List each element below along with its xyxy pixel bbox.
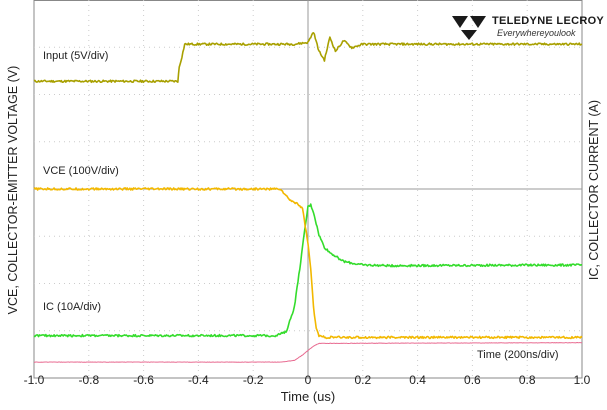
y-axis-right-label: IC, COLLECTOR CURRENT (A) — [587, 100, 601, 280]
trace-label-time: Time (200ns/div) — [477, 349, 559, 361]
x-tick-label: -0.8 — [78, 373, 99, 387]
x-tick-label: -0.2 — [243, 373, 264, 387]
x-tick-label: 0.6 — [464, 373, 481, 387]
x-tick-label: 0.2 — [354, 373, 371, 387]
x-tick-label: -0.6 — [133, 373, 154, 387]
logo-tagline: Everywhereyoulook — [497, 28, 576, 38]
x-tick-label: 0 — [305, 373, 312, 387]
logo-brand-name: TELEDYNE LECROY — [492, 15, 604, 27]
logo-emblem-icon — [452, 16, 486, 40]
x-tick-label: -0.4 — [188, 373, 209, 387]
trace-label-input: Input (5V/div) — [43, 50, 108, 62]
x-tick-label: -1.0 — [24, 373, 45, 387]
x-axis-label: Time (us) — [281, 389, 335, 404]
x-tick-labels: -1.0 -0.8 -0.6 -0.4 -0.2 0 0.2 0.4 0.6 0.8 1.0 — [24, 373, 591, 387]
trace-label-ic: IC (10A/div) — [43, 301, 101, 313]
x-tick-label: 1.0 — [574, 373, 591, 387]
trace-label-vce: VCE (100V/div) — [43, 165, 119, 177]
trace-labels: Input (5V/div) VCE (100V/div) IC (10A/di… — [43, 50, 559, 361]
y-axis-left-label: VCE, COLLECTOR-EMITTER VOLTAGE (V) — [6, 66, 20, 315]
x-tick-label: 0.4 — [409, 373, 426, 387]
x-tick-label: 0.8 — [519, 373, 536, 387]
